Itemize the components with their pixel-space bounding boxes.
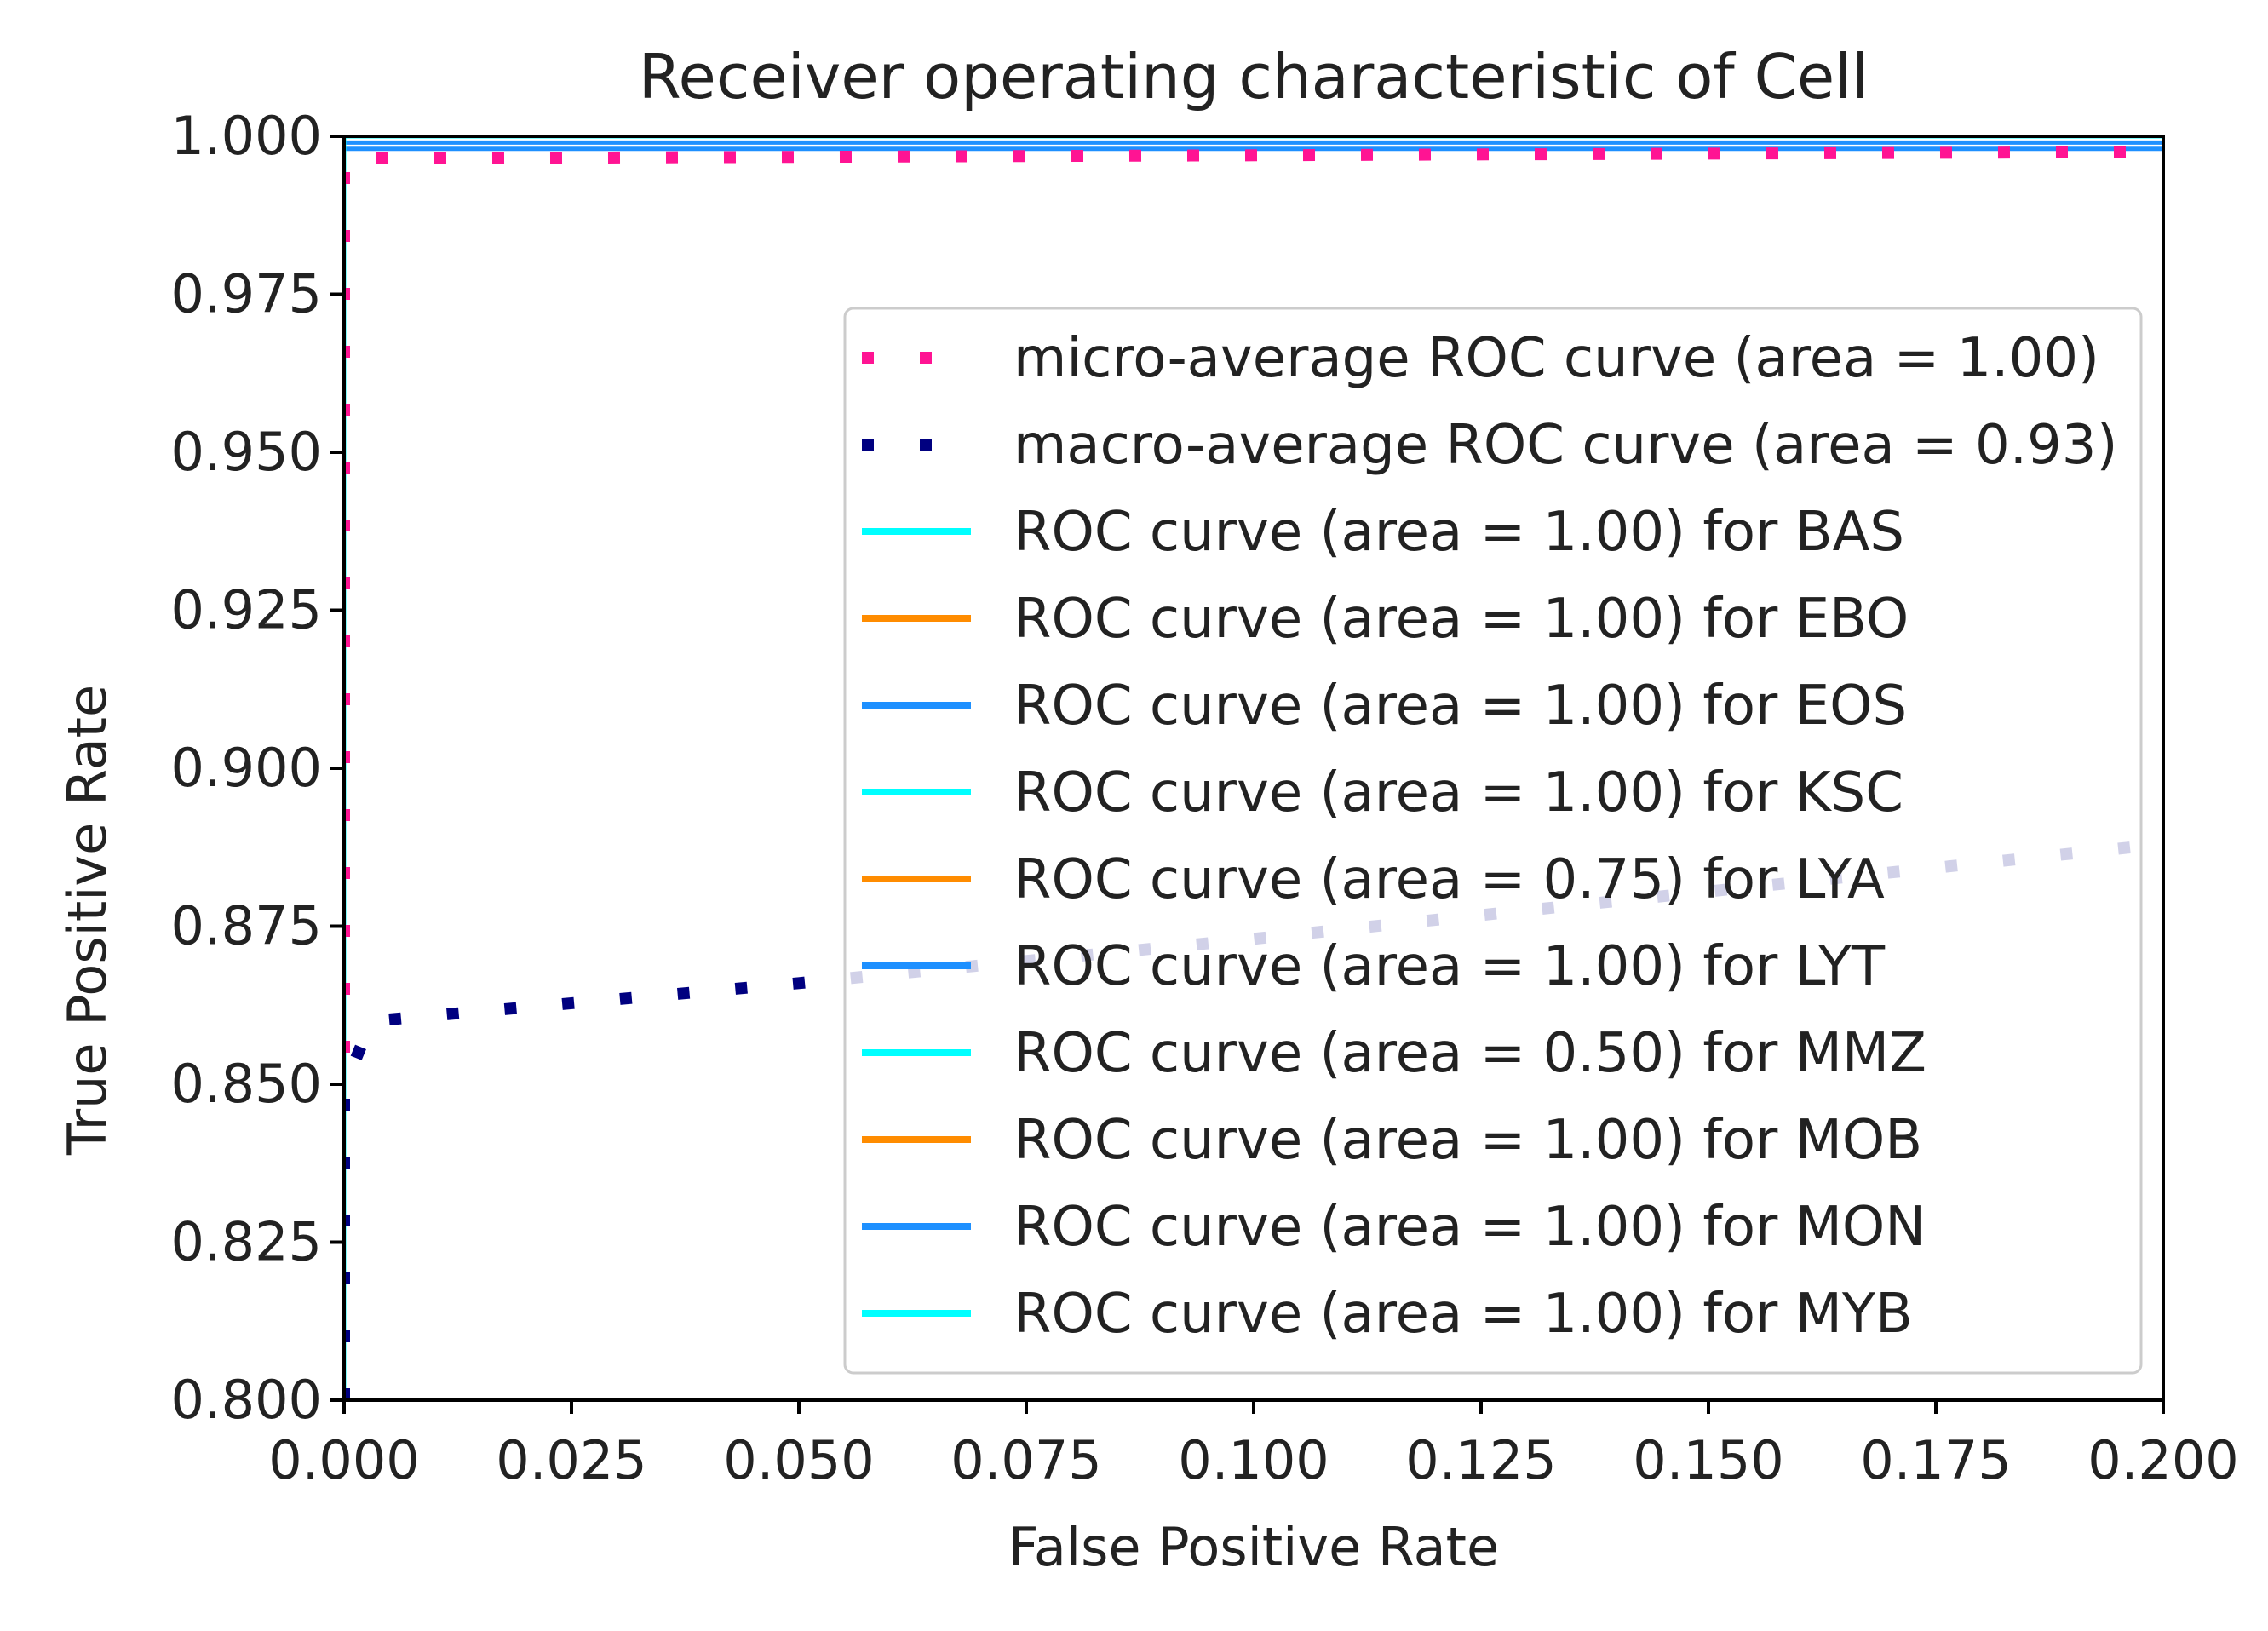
chart-title: Receiver operating characteristic of Cel… [639,41,1869,112]
legend-label: ROC curve (area = 1.00) for BAS [1013,501,1904,564]
legend-label: ROC curve (area = 1.00) for LYT [1013,935,1886,998]
legend-label: ROC curve (area = 1.00) for EOS [1013,675,1907,738]
legend-label: ROC curve (area = 1.00) for MYB [1013,1283,1913,1346]
x-tick-label: 0.075 [950,1429,1102,1491]
y-tick-label: 0.850 [171,1053,323,1115]
y-tick-label: 0.925 [171,579,323,641]
x-tick-label: 0.100 [1178,1429,1329,1491]
x-tick-label: 0.200 [2087,1429,2239,1491]
legend-label: ROC curve (area = 1.00) for MOB [1013,1109,1922,1172]
axes-layer: 0.000 0.025 0.050 0.075 0.100 0.125 0.150 0.175… [171,105,2239,1491]
legend-label: micro-average ROC curve (area = 1.00) [1013,327,2099,390]
legend-box [843,307,2143,1375]
legend-label: ROC curve (area = 1.00) for KSC [1013,761,1903,824]
y-tick-label: 1.000 [171,105,323,167]
x-tick-label: 0.150 [1633,1429,1784,1491]
x-tick-label: 0.000 [268,1429,420,1491]
y-axis-label: True Positive Rate [56,685,118,1156]
legend-label: ROC curve (area = 0.75) for LYA [1013,848,1885,911]
legend-label: ROC curve (area = 1.00) for MON [1013,1196,1926,1259]
legend-label: ROC curve (area = 1.00) for EBO [1013,588,1909,651]
x-tick-label: 0.050 [723,1429,875,1491]
y-tick-label: 0.875 [171,895,323,957]
x-tick-label: 0.175 [1860,1429,2012,1491]
legend: micro-average ROC curve (area = 1.00) mac… [843,307,2143,1375]
legend-label: macro-average ROC curve (area = 0.93) [1013,414,2117,477]
x-axis-label: False Positive Rate [1008,1516,1499,1578]
x-tick-label: 0.025 [496,1429,647,1491]
legend-label: ROC curve (area = 0.50) for MMZ [1013,1022,1926,1085]
y-tick-label: 0.825 [171,1211,323,1273]
y-tick-label: 0.975 [171,263,323,325]
y-tick-label: 0.950 [171,421,323,483]
y-tick-label: 0.800 [171,1369,323,1431]
y-tick-label: 0.900 [171,737,323,799]
x-tick-label: 0.125 [1405,1429,1557,1491]
